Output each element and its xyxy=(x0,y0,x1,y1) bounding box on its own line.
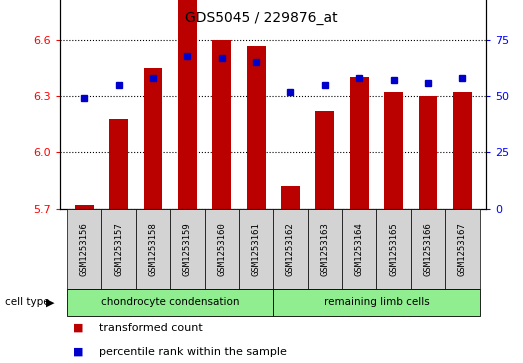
Bar xyxy=(109,119,128,209)
Text: GSM1253165: GSM1253165 xyxy=(389,222,398,276)
Text: remaining limb cells: remaining limb cells xyxy=(324,297,429,307)
Text: ■: ■ xyxy=(73,323,84,333)
Bar xyxy=(281,186,300,209)
Bar xyxy=(67,289,274,316)
Text: percentile rank within the sample: percentile rank within the sample xyxy=(99,347,287,357)
Bar xyxy=(274,289,480,316)
Bar xyxy=(308,209,342,289)
Text: cell type: cell type xyxy=(5,297,50,307)
Bar xyxy=(239,209,274,289)
Text: GSM1253158: GSM1253158 xyxy=(149,222,157,276)
Text: GSM1253159: GSM1253159 xyxy=(183,222,192,276)
Text: GSM1253164: GSM1253164 xyxy=(355,222,363,276)
Bar xyxy=(350,77,369,209)
Text: GSM1253161: GSM1253161 xyxy=(252,222,260,276)
Bar xyxy=(67,209,101,289)
Bar xyxy=(178,0,197,209)
Bar xyxy=(247,46,266,209)
Text: ■: ■ xyxy=(73,347,84,357)
Bar xyxy=(315,111,334,209)
Text: chondrocyte condensation: chondrocyte condensation xyxy=(101,297,240,307)
Bar xyxy=(143,68,163,209)
Bar xyxy=(75,205,94,209)
Bar xyxy=(384,93,403,209)
Bar xyxy=(136,209,170,289)
Text: GSM1253166: GSM1253166 xyxy=(424,222,433,276)
Text: GSM1253163: GSM1253163 xyxy=(320,222,329,276)
Bar xyxy=(377,209,411,289)
Bar xyxy=(342,209,377,289)
Bar xyxy=(445,209,480,289)
Text: GSM1253157: GSM1253157 xyxy=(114,222,123,276)
Text: GSM1253160: GSM1253160 xyxy=(217,222,226,276)
Text: GSM1253167: GSM1253167 xyxy=(458,222,467,276)
Bar xyxy=(274,209,308,289)
Bar xyxy=(453,93,472,209)
Bar xyxy=(170,209,204,289)
Bar xyxy=(418,96,437,209)
Bar xyxy=(204,209,239,289)
Text: GSM1253156: GSM1253156 xyxy=(79,222,89,276)
Bar xyxy=(212,40,231,209)
Text: GSM1253162: GSM1253162 xyxy=(286,222,295,276)
Bar xyxy=(411,209,445,289)
Bar xyxy=(101,209,136,289)
Text: GDS5045 / 229876_at: GDS5045 / 229876_at xyxy=(185,11,338,25)
Text: ▶: ▶ xyxy=(47,297,55,307)
Text: transformed count: transformed count xyxy=(99,323,203,333)
